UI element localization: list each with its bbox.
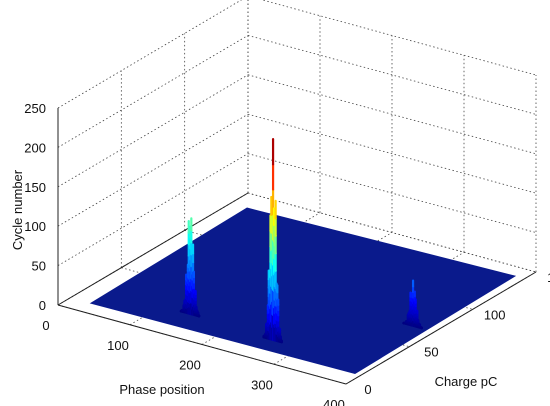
y-axis-label: Charge pC (435, 374, 498, 389)
x-tick-label: 0 (42, 318, 49, 333)
x-tick-label: 200 (179, 358, 201, 373)
y-tick-label: 100 (484, 307, 506, 322)
z-axis-label: Cycle number (10, 169, 25, 250)
x-axis-label: Phase position (119, 382, 204, 397)
x-tick-labels: 0 100 200 300 400 (42, 318, 344, 406)
axis-lines (57, 108, 537, 385)
z-tick-label: 150 (24, 180, 46, 195)
grid-line (247, 35, 537, 115)
z-tick-label: 200 (24, 140, 46, 155)
surface-peaks (179, 138, 423, 344)
axis-edge (57, 192, 249, 306)
grid-line (247, 153, 537, 233)
grid-line (247, 74, 537, 155)
peak (179, 217, 201, 318)
y-tick-label: 50 (424, 345, 438, 360)
axis-edge (57, 304, 347, 385)
grid-line (57, 74, 249, 188)
y-tick-label: 0 (364, 382, 371, 397)
z-tick-label: 50 (32, 259, 46, 274)
x-tick-label: 100 (107, 338, 129, 353)
grid-line (57, 153, 249, 266)
x-tick-label: 400 (323, 397, 345, 406)
grid-lines (57, 0, 537, 385)
axis-edge (345, 271, 537, 385)
grid-line (57, 0, 243, 109)
z-tick-label: 100 (24, 219, 46, 234)
peak (262, 138, 283, 344)
peak (402, 279, 423, 330)
grid-line (57, 35, 249, 148)
z-tick-label: 250 (24, 101, 46, 116)
grid-line (57, 113, 249, 227)
y-tick-labels: 0 50 100 150 (364, 270, 550, 397)
z-tick-label: 0 (39, 298, 46, 313)
x-tick-label: 300 (251, 377, 273, 392)
grid-line (247, 113, 537, 194)
y-tick-label: 150 (547, 270, 550, 285)
surface-base (89, 207, 517, 374)
z-tick-labels: 0 50 100 150 200 250 (24, 101, 46, 313)
